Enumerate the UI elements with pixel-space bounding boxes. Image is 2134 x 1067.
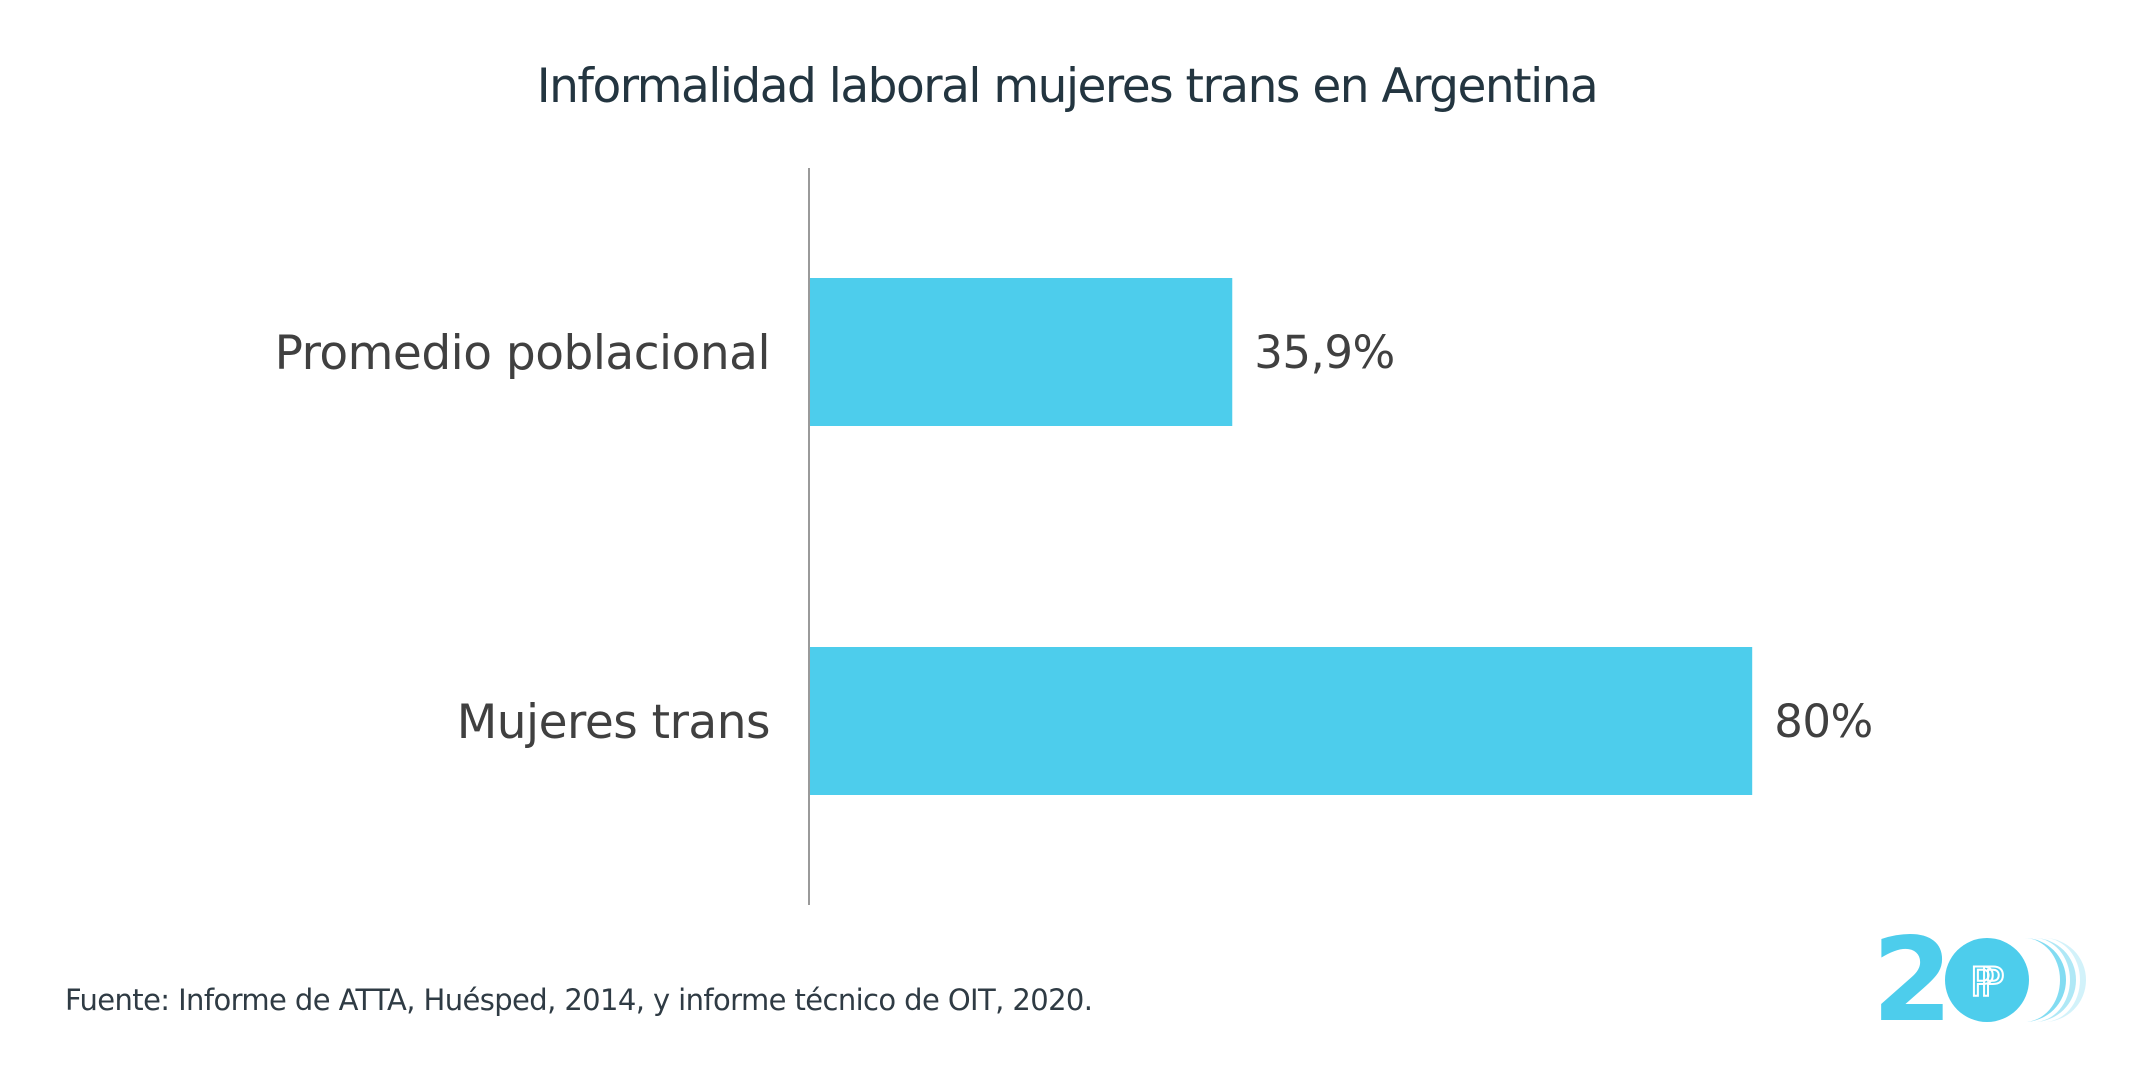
source-note: Fuente: Informe de ATTA, Huésped, 2014, …: [65, 983, 1093, 1017]
bar-1: [809, 647, 1753, 795]
category-label: Mujeres trans: [457, 695, 770, 750]
value-label: 35,9%: [1254, 326, 1394, 379]
chart-title: Informalidad laboral mujeres trans en Ar…: [536, 59, 1599, 114]
logo-circle-icon: [1945, 938, 2029, 1022]
logo-rings-icon: [2024, 938, 2086, 1022]
bar-0: [809, 278, 1233, 426]
value-label: 80%: [1774, 695, 1873, 748]
bars-layer: Promedio poblacional 35,9% Mujeres trans 80…: [275, 278, 1873, 795]
category-label: Promedio poblacional: [275, 326, 770, 381]
logo-number: 2: [1872, 930, 1953, 1030]
logo: 2 PP: [1870, 913, 2110, 1048]
